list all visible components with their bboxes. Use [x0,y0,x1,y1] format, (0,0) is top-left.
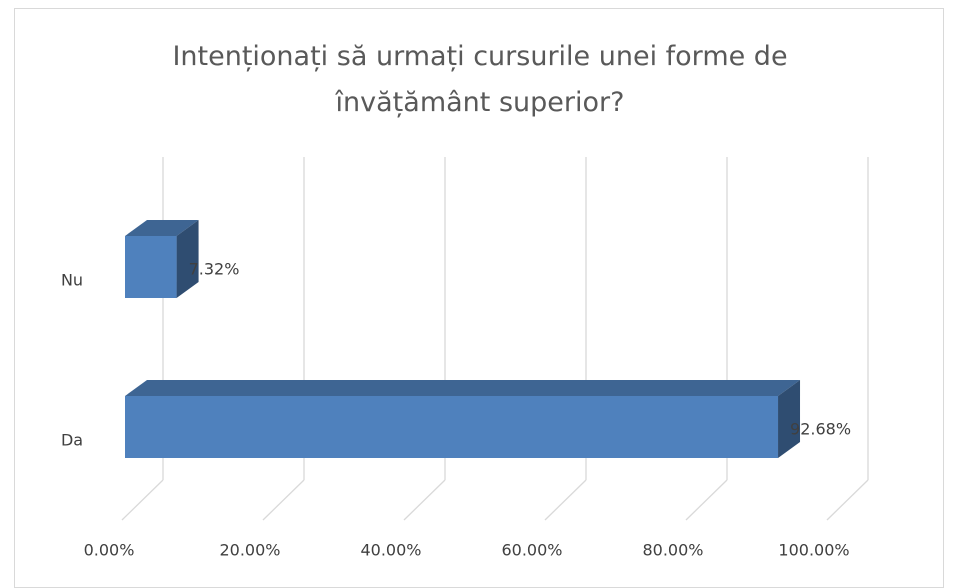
data-label: 7.32% [189,260,240,279]
x-tick-label: 100.00% [778,541,849,560]
y-tick-label: Nu [61,271,83,290]
bar-top [125,220,199,236]
bar [125,396,779,458]
bar [125,236,177,298]
bar-side [778,380,801,458]
grid-floor-line [262,479,305,521]
chart-title: Intenționați să urmați cursurile unei fo… [172,41,788,118]
data-label: 92.68% [790,420,851,439]
grid-floor-line [121,479,164,521]
bar-side [176,220,199,298]
x-tick-label: 20.00% [219,541,280,560]
grid-floor-line [685,479,728,521]
y-tick-label: Da [61,431,83,450]
bar-top [125,380,801,396]
x-tick-label: 60.00% [501,541,562,560]
x-tick-label: 0.00% [84,541,135,560]
grid-floor-line [403,479,446,521]
grid-floor-line [544,479,587,521]
x-tick-label: 80.00% [642,541,703,560]
x-tick-label: 40.00% [360,541,421,560]
grid-floor-line [826,479,869,521]
